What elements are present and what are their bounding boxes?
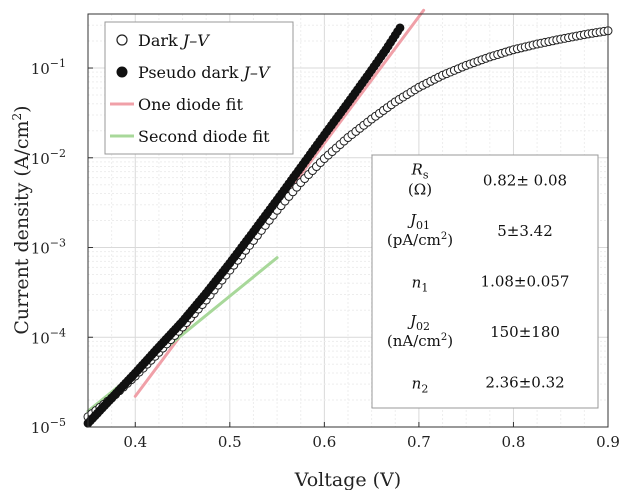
pseudo-dark-jv-point [395, 23, 405, 33]
x-tick-label: 0.8 [502, 433, 526, 451]
y-tick-label: 10−5 [31, 416, 66, 437]
plot-frame [87, 13, 609, 428]
table-param-unit: (Ω) [408, 180, 432, 198]
x-tick-label: 0.4 [123, 433, 147, 451]
table-param-value: 150±180 [490, 323, 560, 341]
parameter-table-box [371, 154, 599, 409]
y-tick-label: 10−4 [31, 326, 66, 347]
table-param-symbol: J01 [407, 211, 430, 232]
legend-label-dark: Dark J–V [138, 31, 210, 50]
y-tick-label: 10−2 [31, 147, 66, 168]
legend-marker-pseudo-dark [116, 66, 128, 78]
legend-label-pseudo-dark: Pseudo dark J–V [138, 63, 271, 82]
legend-marker-dark [116, 34, 128, 46]
x-tick-label: 0.6 [312, 433, 336, 451]
table-param-unit: (nA/cm2) [387, 332, 453, 350]
table-param-symbol: J02 [407, 312, 430, 333]
ticks: 0.4 0.5 0.6 0.7 0.8 0.9 10−5 10−4 10−3 10−2 10−1 [31, 57, 620, 451]
table-param-unit: (pA/cm2) [387, 231, 453, 249]
y-axis-label: Current density (A/cm2) [10, 105, 33, 334]
x-axis-label: Voltage (V) [294, 469, 401, 490]
x-tick-label: 0.9 [596, 433, 620, 451]
table-param-symbol: n2 [412, 375, 429, 396]
y-tick-label: 10−3 [31, 237, 66, 258]
legend-box [104, 21, 294, 155]
data-points [83, 23, 613, 428]
legend: Dark J–V Pseudo dark J–V One diode fit S… [104, 21, 294, 155]
table-param-value: 5±3.42 [497, 222, 553, 240]
table-param-symbol: n1 [412, 274, 429, 295]
x-tick-label: 0.7 [407, 433, 431, 451]
legend-label-second-diode-fit: Second diode fit [138, 127, 270, 146]
table-param-value: 0.82± 0.08 [483, 171, 567, 189]
y-tick-label: 10−1 [31, 57, 66, 78]
x-tick-label: 0.5 [218, 433, 242, 451]
table-param-value: 2.36±0.32 [485, 374, 564, 392]
parameter-table: Rs(Ω) 0.82± 0.08 J01(pA/cm2) 5±3.42 n1 1.08±0… [371, 154, 599, 409]
legend-label-one-diode-fit: One diode fit [138, 95, 243, 114]
table-param-value: 1.08±0.057 [481, 273, 570, 291]
table-param-symbol: Rs [411, 160, 429, 181]
